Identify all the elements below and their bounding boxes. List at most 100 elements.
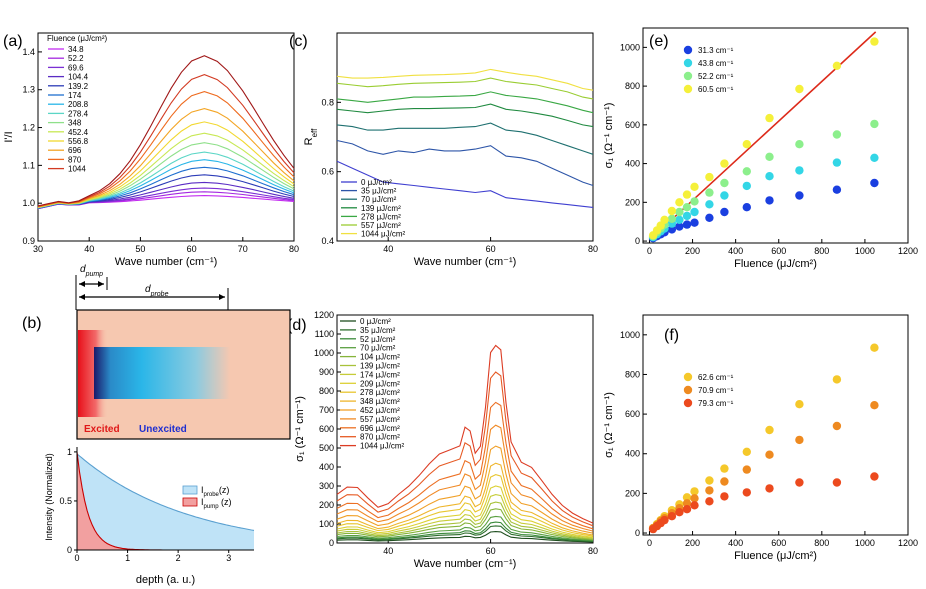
legend-label: 62.6 cm⁻¹: [698, 373, 734, 382]
series-line: [37, 74, 295, 207]
y-tick-label: 1.1: [22, 160, 35, 170]
x-axis-label: depth (a. u.): [136, 574, 195, 586]
legend-title: Fluence (μJ/cm²): [47, 34, 108, 43]
y-tick-label: 1200: [314, 310, 334, 320]
data-point: [675, 508, 684, 517]
data-point: [765, 484, 774, 493]
data-point: [720, 492, 729, 501]
legend-label: 52 μJ/cm²: [360, 335, 396, 344]
data-point: [720, 464, 729, 473]
y-tick-label: 200: [319, 500, 334, 510]
legend-label: 70 μJ/cm²: [361, 195, 397, 204]
x-tick-label: 0: [647, 246, 652, 256]
x-tick-label: 80: [588, 546, 598, 556]
x-axis-label: Wave number (cm⁻¹): [115, 256, 218, 268]
x-tick-label: 600: [771, 538, 786, 548]
panel-f-chart: 0 200 400 600 800 1000 1200 0 200 400 600 800 1000 Fl…: [603, 314, 918, 562]
series-line: [336, 445, 594, 534]
data-point: [675, 198, 684, 207]
x-tick-label: 200: [685, 538, 700, 548]
series-line: [336, 401, 594, 530]
x-axis-label: Fluence (μJ/cm²): [734, 258, 817, 270]
data-point: [832, 185, 842, 194]
data-point: [690, 182, 699, 191]
panel-label-f: (f): [664, 327, 679, 344]
legend-label: 1044 μJ/cm²: [360, 442, 405, 451]
data-point: [667, 214, 677, 223]
data-point: [832, 61, 842, 70]
data-point: [742, 488, 751, 497]
series-line: [336, 515, 594, 541]
panel-label-b: (b): [22, 315, 42, 332]
panel-label-a: (a): [3, 33, 23, 50]
legend-label: 174: [68, 91, 82, 100]
y-tick-label: 0.5: [59, 496, 72, 506]
x-tick-label: 1000: [855, 246, 875, 256]
data-point: [832, 478, 842, 487]
x-tick-label: 40: [383, 546, 393, 556]
x-tick-label: 70: [238, 244, 248, 254]
x-tick-label: 60: [187, 244, 197, 254]
data-point: [742, 447, 751, 456]
legend-label: 104 μJ/cm²: [360, 353, 400, 362]
data-point: [690, 494, 699, 503]
x-tick-label: 50: [135, 244, 145, 254]
d-pump-subscript: pump: [85, 271, 104, 278]
data-point: [870, 153, 879, 162]
legend-marker: [683, 372, 693, 382]
data-point: [705, 497, 714, 506]
y-tick-label: 600: [625, 120, 640, 130]
legend-label: 79.3 cm⁻¹: [698, 399, 734, 408]
legend-marker: [683, 385, 693, 395]
d-pump-arrowheads: [79, 281, 104, 287]
panel-a-chart: 30 40 50 60 70 80 0.9 1.0 1.1 1.2 1.3 1.4 Wave numbe…: [3, 32, 299, 268]
series-line: [336, 91, 594, 114]
y-axis-label: σ₁ (Ω⁻¹ cm⁻¹): [294, 396, 306, 462]
legend-label: 696 μJ/cm²: [360, 424, 400, 433]
legend-label: 139.2: [68, 82, 89, 91]
plot-frame: [37, 32, 295, 242]
legend-label: 43.8 cm⁻¹: [698, 59, 734, 68]
legend-label: 348: [68, 119, 82, 128]
legend-label: 696: [68, 146, 82, 155]
legend-label: 104.4: [68, 73, 89, 82]
data-point: [682, 220, 692, 229]
y-tick-label: 1.4: [22, 47, 35, 57]
y-tick-label: 500: [319, 443, 334, 453]
y-tick-label: 1000: [620, 42, 640, 52]
data-point: [870, 401, 879, 410]
legend-label: 70 μJ/cm²: [360, 344, 396, 353]
legend-label: 208.8: [68, 100, 89, 109]
x-tick-label: 1200: [898, 246, 918, 256]
legend-label-subscript: pump: [204, 504, 220, 510]
y-tick-label: 400: [625, 159, 640, 169]
data-point: [870, 37, 879, 46]
series-line: [37, 55, 295, 207]
legend-label: 31.3 cm⁻¹: [698, 46, 734, 55]
x-axis-label: Wave number (cm⁻¹): [414, 558, 517, 570]
data-point: [682, 190, 692, 199]
data-point: [667, 225, 677, 234]
y-axis-label: σ₁ (Ω⁻¹ cm⁻¹): [603, 103, 615, 169]
decay-area: [77, 453, 254, 550]
legend-label: 870 μJ/cm²: [360, 433, 400, 442]
legend-label: 278.4: [68, 109, 89, 118]
series-line: [336, 525, 594, 542]
y-tick-label: 1.2: [22, 123, 35, 133]
data-point: [682, 203, 692, 212]
legend-marker: [683, 58, 693, 68]
panel-e-chart: 0 200 400 600 800 1000 1200 0 200 400 600 800 1000 Fl…: [603, 27, 918, 270]
y-tick-label: 1.0: [22, 198, 35, 208]
data-point: [832, 421, 842, 431]
data-point: [705, 476, 714, 485]
y-tick-label: 1000: [620, 330, 640, 340]
y-tick-label: 600: [319, 424, 334, 434]
legend-label: 556.8: [68, 137, 89, 146]
data-point: [765, 113, 774, 123]
series-line: [336, 485, 594, 538]
legend-label: 278 μJ/cm²: [361, 212, 401, 221]
legend-label: 452.4: [68, 128, 89, 137]
series-line: [336, 371, 594, 527]
data-point: [765, 172, 774, 181]
x-tick-label: 1000: [855, 538, 875, 548]
